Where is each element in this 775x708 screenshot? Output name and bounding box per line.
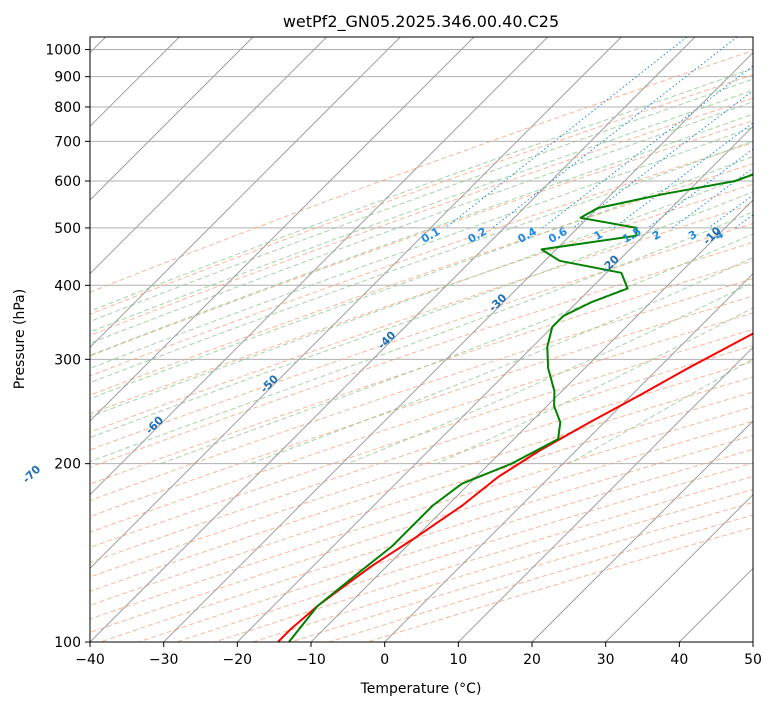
moist-adiabats [90, 67, 753, 465]
isotherms [90, 37, 753, 642]
dry-adiabat-line [90, 141, 753, 377]
x-tick-label: 50 [744, 652, 762, 668]
x-tick-label: −10 [296, 652, 326, 668]
y-axis: 100 200 300 400 500 600 700 800 900 1000 [45, 43, 90, 651]
isotherm-line [384, 272, 753, 642]
y-tick-label: 200 [54, 457, 81, 473]
dry-adiabat-line [90, 312, 753, 533]
y-tick-label: 300 [54, 352, 81, 368]
dewpoint-profile-line [288, 173, 753, 642]
y-tick-label: 800 [54, 100, 81, 116]
mixing-ratio-line [572, 90, 753, 229]
x-tick-label: 10 [449, 652, 467, 668]
isotherm-line [605, 493, 753, 642]
x-tick-label: 40 [670, 652, 688, 668]
sounding-profiles [277, 173, 753, 642]
moist-adiabat-line [347, 281, 753, 465]
y-tick-label: 100 [54, 635, 81, 651]
isotherm-line [90, 37, 696, 642]
chart-title: wetPf2_GN05.2025.346.00.40.C25 [283, 12, 559, 32]
plot-frame [89, 36, 754, 643]
y-tick-label: 500 [54, 221, 81, 237]
isotherm-line [90, 37, 328, 275]
mixing-ratio-line [613, 122, 753, 229]
dry-adiabat-line [90, 163, 753, 396]
isotherm-line [90, 37, 475, 422]
isotherm-line [163, 51, 753, 642]
y-tick-label: 900 [54, 70, 81, 86]
isotherm-line [90, 37, 622, 570]
dry-adiabat-line [90, 295, 753, 518]
x-tick-label: −30 [149, 652, 179, 668]
moist-adiabat-line [90, 113, 753, 356]
isotherm-line [457, 346, 753, 642]
dry-adiabat-line [90, 50, 753, 293]
moist-adiabat-line [90, 101, 753, 344]
isotherm-line [531, 420, 753, 642]
moist-adiabat-line [90, 140, 753, 384]
moist-adiabat-line [436, 307, 753, 465]
temperature-profile-line [277, 332, 753, 642]
x-tick-label: −40 [75, 652, 105, 668]
isotherm-line [90, 37, 254, 201]
mixing-ratio-line [542, 65, 753, 229]
isotherm-line [310, 199, 753, 642]
y-tick-label: 700 [54, 134, 81, 150]
x-axis: −40 −30 −20 −10 0 10 20 30 40 50 [75, 642, 762, 668]
dry-adiabat-line [90, 260, 753, 485]
dry-adiabat-line [90, 183, 753, 415]
y-tick-label: 400 [54, 278, 81, 294]
x-tick-label: 30 [597, 652, 615, 668]
x-tick-label: 20 [523, 652, 541, 668]
x-tick-label: −20 [223, 652, 253, 668]
dry-adiabat-line [90, 278, 753, 502]
isotherm-line [90, 37, 549, 496]
dry-adiabat-line [90, 345, 753, 563]
x-tick-label: 0 [380, 652, 389, 668]
isotherm-line [236, 125, 753, 642]
mixing-ratio-line [445, 37, 688, 229]
y-tick-label: 600 [54, 174, 81, 190]
y-axis-label: Pressure (hPa) [12, 289, 28, 389]
moist-adiabat-line [160, 233, 753, 465]
moist-adiabat-line [90, 155, 753, 400]
y-tick-label: 1000 [45, 43, 81, 59]
dry-adiabat-line [90, 97, 753, 336]
moist-adiabat-line [90, 67, 753, 312]
plot-background [90, 37, 753, 642]
moist-adiabat-line [90, 78, 753, 323]
mixing-ratio-lines [445, 37, 753, 229]
isotherm-line [90, 37, 401, 349]
dry-adiabat-line [90, 391, 753, 606]
dry-adiabat-line [90, 376, 753, 592]
dry-adiabat-line [90, 328, 753, 548]
moist-adiabat-line [90, 172, 753, 418]
moist-adiabat-line [90, 191, 753, 439]
x-axis-label: Temperature (°C) [360, 681, 482, 697]
